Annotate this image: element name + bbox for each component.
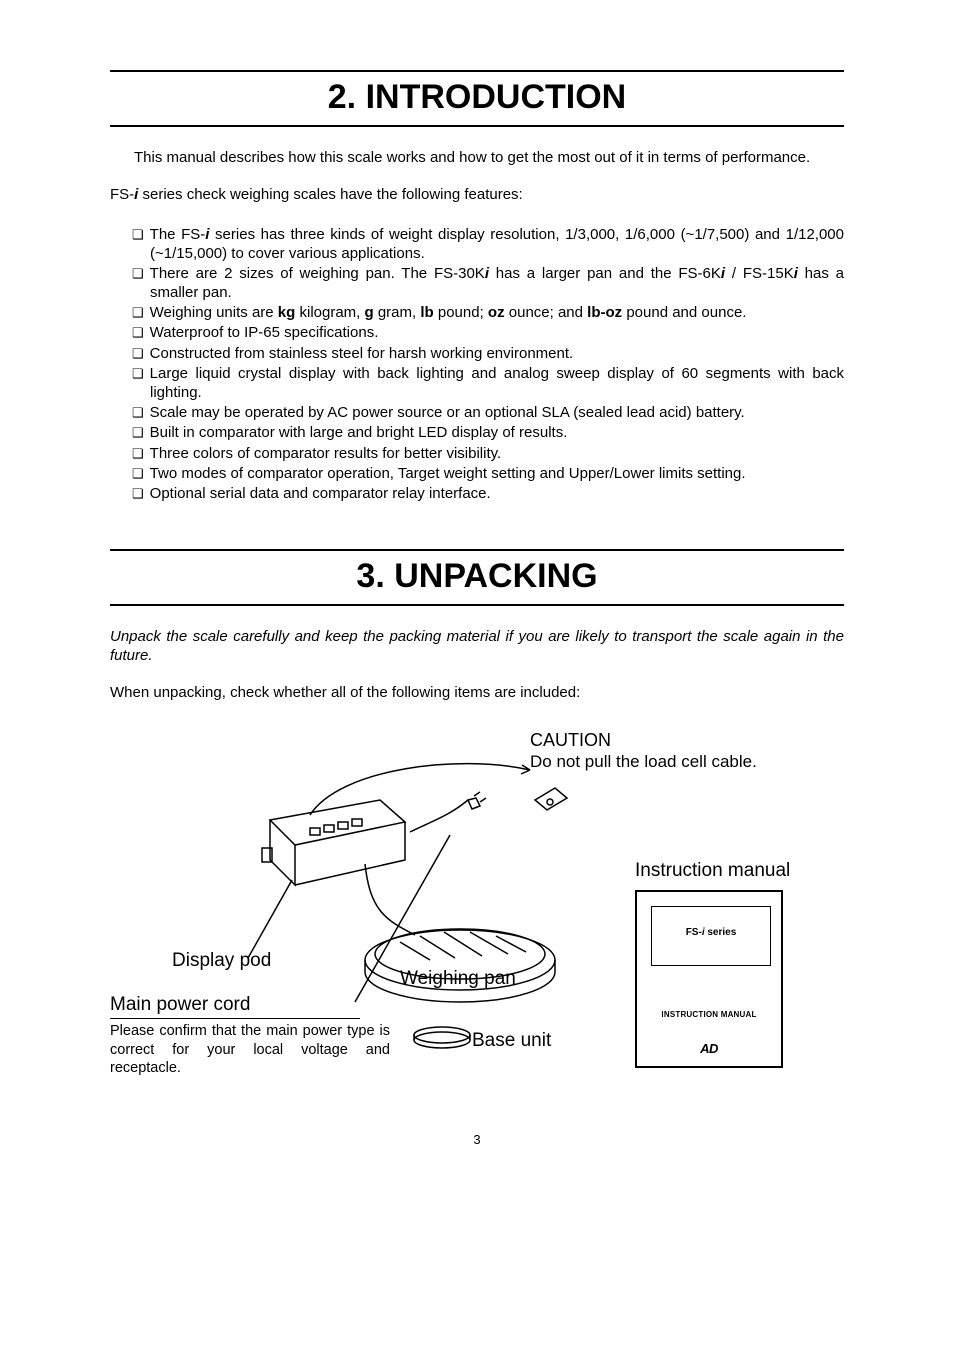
feature-text: lb <box>420 304 433 321</box>
feature-item: Waterproof to IP-65 specifications. <box>110 323 844 342</box>
feature-item: Optional serial data and comparator rela… <box>110 484 844 503</box>
booklet-subtitle: INSTRUCTION MANUAL <box>637 1010 781 1019</box>
booklet-title-suffix: series <box>705 927 737 938</box>
feature-text: Large liquid crystal display with back l… <box>150 365 844 401</box>
feature-item: Constructed from stainless steel for har… <box>110 344 844 363</box>
unpacking-diagram: CAUTION Do not pull the load cell cable.… <box>110 730 844 1100</box>
feature-text: gram, <box>374 304 421 321</box>
feature-text: kg <box>278 304 296 321</box>
feature-text: g <box>365 304 374 321</box>
feature-text: Optional serial data and comparator rela… <box>150 485 491 502</box>
feature-list: The FS-i series has three kinds of weigh… <box>110 225 844 504</box>
feature-text: Constructed from stainless steel for har… <box>150 345 574 362</box>
intro-paragraph: This manual describes how this scale wor… <box>134 149 844 168</box>
unpack-paragraph: Unpack the scale carefully and keep the … <box>110 628 844 666</box>
features-intro: FS-i series check weighing scales have t… <box>110 186 844 205</box>
feature-text: Waterproof to IP-65 specifications. <box>150 324 379 341</box>
caution-heading: CAUTION <box>530 730 611 751</box>
feature-text: pound and ounce. <box>622 304 746 321</box>
feature-text: Two modes of comparator operation, Targe… <box>150 465 746 482</box>
feature-item: Three colors of comparator results for b… <box>110 444 844 463</box>
power-note: Please confirm that the main power type … <box>110 1022 390 1076</box>
base-unit-label: Base unit <box>472 1030 551 1052</box>
feature-item: Built in comparator with large and brigh… <box>110 423 844 442</box>
manual-booklet: FS-i series INSTRUCTION MANUAL AD <box>635 890 783 1068</box>
feature-text: pound; <box>434 304 488 321</box>
feature-text: Scale may be operated by AC power source… <box>150 404 745 421</box>
weighing-pan-label: Weighing pan <box>400 968 516 990</box>
feature-text: Built in comparator with large and brigh… <box>150 424 568 441</box>
feature-text: / FS-15K <box>725 265 794 282</box>
feature-text: Weighing units are <box>150 304 278 321</box>
features-intro-suffix: series check weighing scales have the fo… <box>138 186 522 203</box>
booklet-title-box: FS-i series <box>651 906 771 966</box>
feature-text: lb-oz <box>587 304 622 321</box>
feature-text: oz <box>488 304 505 321</box>
feature-item: Large liquid crystal display with back l… <box>110 364 844 402</box>
booklet-title-prefix: FS- <box>686 927 702 938</box>
section-3-title: 3. UNPACKING <box>110 549 844 606</box>
feature-item: Weighing units are kg kilogram, g gram, … <box>110 303 844 322</box>
instruction-manual-label: Instruction manual <box>635 860 790 882</box>
features-intro-prefix: FS- <box>110 186 134 203</box>
main-power-cord-label: Main power cord <box>110 994 360 1019</box>
unpack-check: When unpacking, check whether all of the… <box>110 684 844 703</box>
feature-text: The FS- <box>150 226 206 243</box>
feature-item: Scale may be operated by AC power source… <box>110 403 844 422</box>
feature-text: ounce; and <box>505 304 588 321</box>
feature-item: There are 2 sizes of weighing pan. The F… <box>110 264 844 302</box>
feature-item: Two modes of comparator operation, Targe… <box>110 464 844 483</box>
feature-text: Three colors of comparator results for b… <box>150 445 502 462</box>
feature-text: kilogram, <box>295 304 364 321</box>
feature-text: series has three kinds of weight display… <box>150 226 844 262</box>
feature-text: has a larger pan and the FS-6K <box>489 265 721 282</box>
display-pod-label: Display pod <box>172 950 271 972</box>
section-2-title: 2. INTRODUCTION <box>110 70 844 127</box>
feature-item: The FS-i series has three kinds of weigh… <box>110 225 844 263</box>
feature-text: There are 2 sizes of weighing pan. The F… <box>150 265 485 282</box>
booklet-logo: AD <box>637 1041 781 1056</box>
page-number: 3 <box>110 1132 844 1147</box>
